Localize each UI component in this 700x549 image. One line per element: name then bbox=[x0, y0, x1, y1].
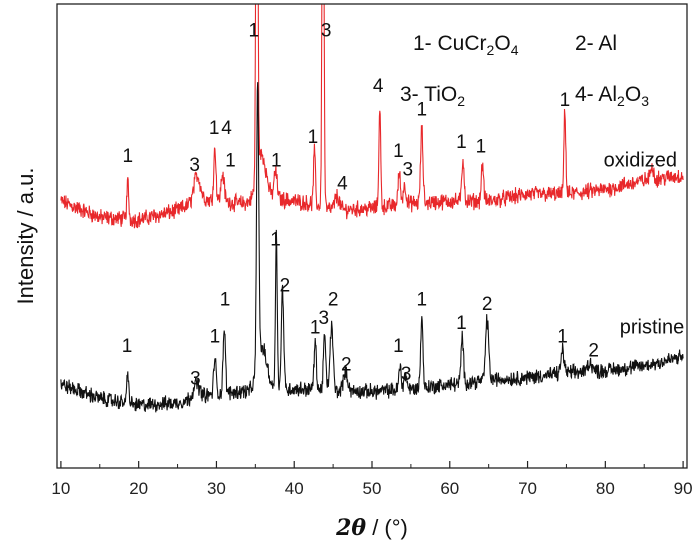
x-tick-label: 80 bbox=[596, 479, 615, 498]
x-tick-label: 20 bbox=[129, 479, 148, 498]
x-tick-label: 50 bbox=[363, 479, 382, 498]
peak-label-pristine: 1 bbox=[456, 313, 467, 334]
peak-label-oxidized: 1 bbox=[560, 90, 571, 111]
series-line-oxidized bbox=[60, 4, 684, 229]
x-axis-unit: / (°) bbox=[366, 515, 408, 540]
peak-label-oxidized: 3 bbox=[321, 20, 332, 41]
peak-label-pristine: 1 bbox=[210, 327, 221, 348]
peak-label-pristine: 1 bbox=[270, 229, 281, 250]
x-axis-title: 2θ / (°) bbox=[335, 515, 408, 541]
x-tick-label: 40 bbox=[285, 479, 304, 498]
peak-label-pristine: 1 bbox=[122, 336, 133, 357]
peak-label-oxidized: 4 bbox=[373, 76, 384, 97]
peak-label-pristine: 1 bbox=[310, 317, 321, 338]
peak-label-oxidized: 1 bbox=[456, 132, 467, 153]
x-tick-label: 30 bbox=[207, 479, 226, 498]
peak-label-oxidized: 1 bbox=[308, 127, 319, 148]
peak-label-pristine: 2 bbox=[482, 294, 493, 315]
peak-label-pristine: 2 bbox=[341, 355, 352, 376]
peak-label-pristine: 3 bbox=[318, 308, 329, 329]
series-label-pristine: pristine bbox=[620, 316, 684, 338]
phase-legend: 1- CuCr2​O4​ 2- Al 3- TiO2​ 4- Al2​O3​ bbox=[400, 32, 649, 109]
peak-label-oxidized: 4 bbox=[221, 118, 232, 139]
x-axis-symbol: 2θ bbox=[335, 515, 366, 541]
x-tick-label: 70 bbox=[518, 479, 537, 498]
peak-label-oxidized: 1 bbox=[393, 141, 404, 162]
peak-label-pristine: 1 bbox=[557, 327, 568, 348]
legend-entry-al: 2- Al bbox=[575, 32, 617, 55]
peak-label-oxidized: 1 bbox=[248, 20, 259, 41]
peak-label-oxidized: 1 bbox=[209, 118, 220, 139]
peak-label-pristine: 3 bbox=[401, 364, 412, 385]
peak-label-pristine: 2 bbox=[588, 341, 599, 362]
peak-label-pristine: 1 bbox=[220, 290, 231, 311]
peak-label-oxidized: 3 bbox=[402, 160, 413, 181]
peak-label-oxidized: 1 bbox=[416, 99, 427, 120]
peak-label-pristine: 1 bbox=[416, 290, 427, 311]
x-tick-label: 10 bbox=[51, 479, 70, 498]
peak-label-oxidized: 3 bbox=[189, 155, 200, 176]
peak-label-pristine: 3 bbox=[190, 368, 201, 389]
plot-frame bbox=[56, 3, 688, 469]
peak-label-oxidized: 4 bbox=[337, 174, 348, 195]
series-label-oxidized: oxidized bbox=[604, 149, 677, 171]
peak-label-pristine: 1 bbox=[393, 336, 404, 357]
legend-entry-al2o3: 4- Al2​O3​ bbox=[575, 83, 649, 109]
peak-label-oxidized: 1 bbox=[271, 150, 282, 171]
legend-entry-tio2: 3- TiO2​ bbox=[400, 83, 465, 109]
legend-entry-cucr2o4: 1- CuCr2​O4​ bbox=[413, 32, 519, 58]
y-axis-title: Intensity / a.u. bbox=[13, 168, 38, 305]
x-tick-label: 90 bbox=[674, 479, 693, 498]
peak-label-oxidized: 1 bbox=[122, 146, 133, 167]
peak-label-pristine: 2 bbox=[328, 290, 339, 311]
x-tick-label: 60 bbox=[440, 479, 459, 498]
series-line-pristine bbox=[60, 82, 684, 413]
peak-label-pristine: 2 bbox=[280, 276, 291, 297]
peak-label-oxidized: 1 bbox=[225, 150, 236, 171]
peak-label-oxidized: 1 bbox=[476, 136, 487, 157]
